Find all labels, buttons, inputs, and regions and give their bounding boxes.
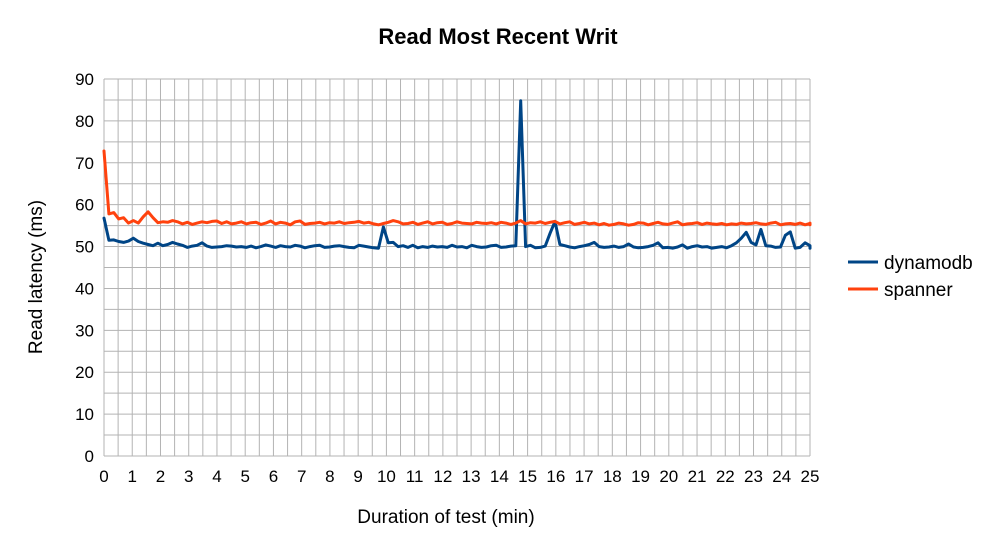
- x-tick-label: 21: [688, 467, 707, 486]
- legend-label-spanner: spanner: [884, 280, 953, 301]
- y-tick-label: 40: [75, 279, 94, 298]
- x-tick-label: 6: [269, 467, 278, 486]
- x-tick-label: 3: [184, 467, 193, 486]
- x-tick-label: 12: [433, 467, 452, 486]
- chart-title: Read Most Recent Writ: [378, 24, 618, 49]
- x-tick-label: 22: [716, 467, 735, 486]
- y-axis-label: Read latency (ms): [26, 200, 47, 354]
- x-tick-label: 10: [377, 467, 396, 486]
- x-tick-label: 4: [212, 467, 221, 486]
- x-tick-label: 16: [546, 467, 565, 486]
- y-tick-label: 80: [75, 112, 94, 131]
- x-tick-label: 18: [603, 467, 622, 486]
- y-tick-label: 20: [75, 363, 94, 382]
- x-tick-label: 19: [631, 467, 650, 486]
- y-axis-ticks: 0 10 20 30 40 50 60 70 80 90: [75, 70, 94, 466]
- x-tick-label: 2: [156, 467, 165, 486]
- y-tick-label: 0: [85, 447, 94, 466]
- x-tick-label: 25: [801, 467, 820, 486]
- x-tick-label: 13: [462, 467, 481, 486]
- x-axis-ticks: 0 1 2 3 4 5 6 7 8 9 10 11 12 13 14 15 16 17 18 19 20 21 22 23 24…: [99, 467, 819, 486]
- y-tick-label: 50: [75, 238, 94, 257]
- x-tick-label: 24: [772, 467, 791, 486]
- y-tick-label: 30: [75, 321, 94, 340]
- x-tick-label: 9: [353, 467, 362, 486]
- y-tick-label: 60: [75, 196, 94, 215]
- x-tick-label: 11: [406, 467, 424, 486]
- x-tick-label: 17: [575, 467, 594, 486]
- x-tick-label: 7: [297, 467, 306, 486]
- series-lines: [102, 99, 812, 250]
- y-tick-label: 10: [75, 405, 94, 424]
- grid: [103, 78, 811, 457]
- y-tick-label: 70: [75, 154, 94, 173]
- x-tick-label: 20: [659, 467, 678, 486]
- legend: dynamodb spanner: [848, 253, 973, 301]
- series-line-spanner: [102, 149, 812, 227]
- x-axis-label: Duration of test (min): [357, 507, 534, 528]
- legend-label-dynamodb: dynamodb: [884, 253, 973, 274]
- x-tick-label: 0: [99, 467, 108, 486]
- x-tick-label: 15: [518, 467, 537, 486]
- x-tick-label: 5: [240, 467, 249, 486]
- x-tick-label: 1: [128, 467, 137, 486]
- x-tick-label: 8: [325, 467, 334, 486]
- series-line-dynamodb: [102, 99, 812, 250]
- y-tick-label: 90: [75, 70, 94, 89]
- x-tick-label: 14: [490, 467, 509, 486]
- x-tick-label: 23: [744, 467, 763, 486]
